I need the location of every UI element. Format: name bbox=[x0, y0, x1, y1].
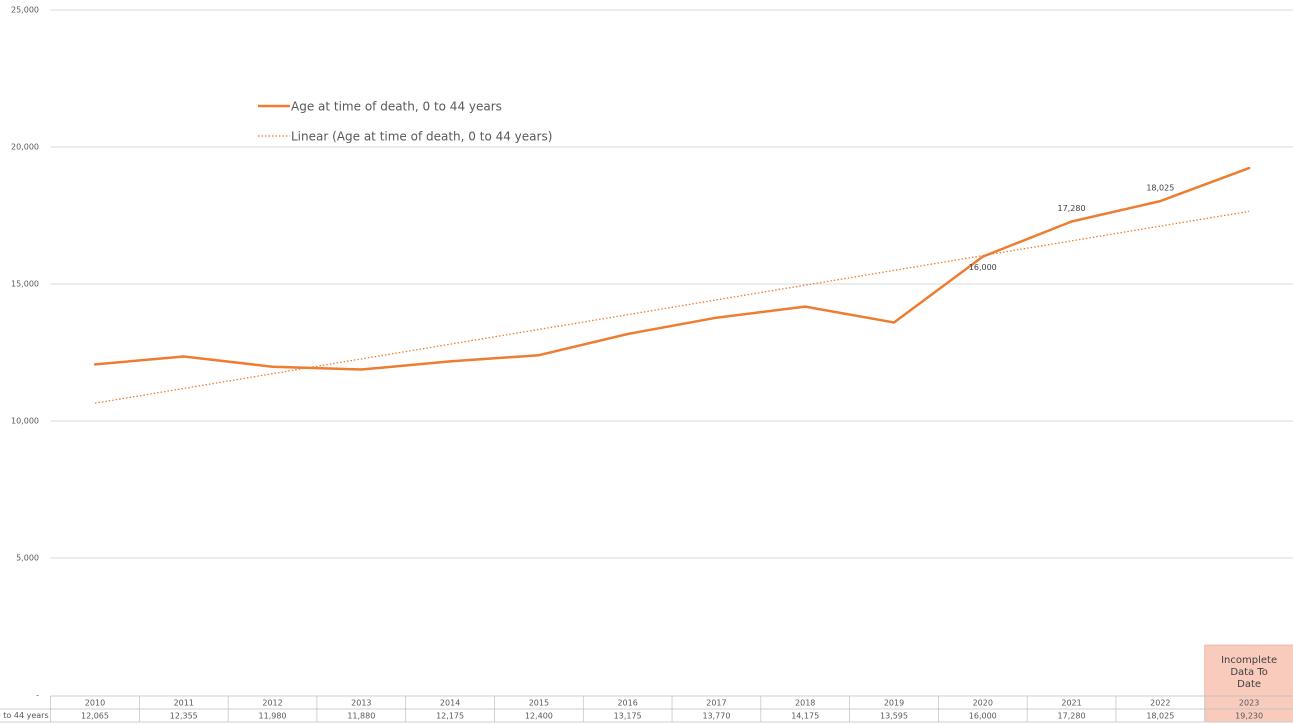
table-value: 12,400 bbox=[525, 712, 553, 721]
table-value: 19,230 bbox=[1235, 712, 1263, 721]
table-header: 2016 bbox=[617, 699, 637, 708]
data-label: 18,025 bbox=[1146, 184, 1174, 193]
table-value: 12,175 bbox=[436, 712, 464, 721]
legend-label: Linear (Age at time of death, 0 to 44 ye… bbox=[291, 130, 552, 144]
data-label: 17,280 bbox=[1058, 204, 1086, 213]
table-value: 12,355 bbox=[170, 712, 198, 721]
y-tick-label: 5,000 bbox=[16, 554, 39, 563]
table-header: 2018 bbox=[795, 699, 815, 708]
data-point bbox=[93, 363, 97, 366]
y-tick-label: 10,000 bbox=[11, 417, 39, 426]
y-tick-label: - bbox=[36, 691, 39, 700]
data-label: 16,000 bbox=[969, 263, 997, 272]
legend-label: Age at time of death, 0 to 44 years bbox=[291, 100, 502, 114]
data-point bbox=[1247, 166, 1251, 170]
data-point bbox=[892, 321, 896, 324]
data-point bbox=[981, 255, 984, 258]
data-point bbox=[360, 368, 363, 371]
data-point bbox=[715, 316, 718, 319]
y-tick-label: 20,000 bbox=[11, 143, 39, 152]
trendline bbox=[94, 210, 1250, 404]
annotation-box bbox=[1204, 644, 1293, 722]
table-value: 13,770 bbox=[702, 712, 730, 721]
table-value: 16,000 bbox=[969, 712, 997, 721]
data-point bbox=[182, 355, 185, 358]
table-header: 2017 bbox=[706, 699, 726, 708]
data-point bbox=[1159, 199, 1162, 203]
table-header: 2022 bbox=[1150, 699, 1170, 708]
data-point bbox=[448, 360, 452, 363]
table-header: 2019 bbox=[884, 699, 904, 708]
table-value: 11,980 bbox=[259, 712, 287, 721]
table-header: 2020 bbox=[973, 699, 993, 708]
table-row-header: Age at time of death, 0 to 44 years bbox=[0, 711, 49, 720]
table-header: 2023 bbox=[1239, 699, 1259, 708]
data-point bbox=[1070, 220, 1073, 223]
data-point bbox=[271, 365, 274, 368]
y-tick-label: 25,000 bbox=[11, 6, 39, 15]
table-value: 17,280 bbox=[1058, 712, 1086, 721]
table-header: 2011 bbox=[174, 699, 194, 708]
table-value: 13,175 bbox=[614, 712, 642, 721]
table-value: 14,175 bbox=[791, 712, 819, 721]
table-value: 11,880 bbox=[347, 712, 375, 721]
table-header: 2012 bbox=[262, 699, 282, 708]
y-tick-label: 15,000 bbox=[11, 280, 39, 289]
data-point bbox=[804, 305, 807, 308]
table-value: 18,025 bbox=[1146, 712, 1174, 721]
table-value: 13,595 bbox=[880, 712, 908, 721]
table-value: 12,065 bbox=[81, 712, 109, 721]
table-header: 2013 bbox=[351, 699, 371, 708]
table-header: 2010 bbox=[85, 699, 105, 708]
annotation: Incomplete Data To Date bbox=[1221, 655, 1277, 690]
series-line bbox=[94, 166, 1250, 371]
table-header: 2015 bbox=[529, 699, 549, 708]
table-highlight bbox=[1204, 709, 1293, 722]
table-header: 2014 bbox=[440, 699, 460, 708]
data-point bbox=[626, 332, 629, 336]
table-header: 2021 bbox=[1061, 699, 1081, 708]
data-point bbox=[537, 354, 541, 357]
